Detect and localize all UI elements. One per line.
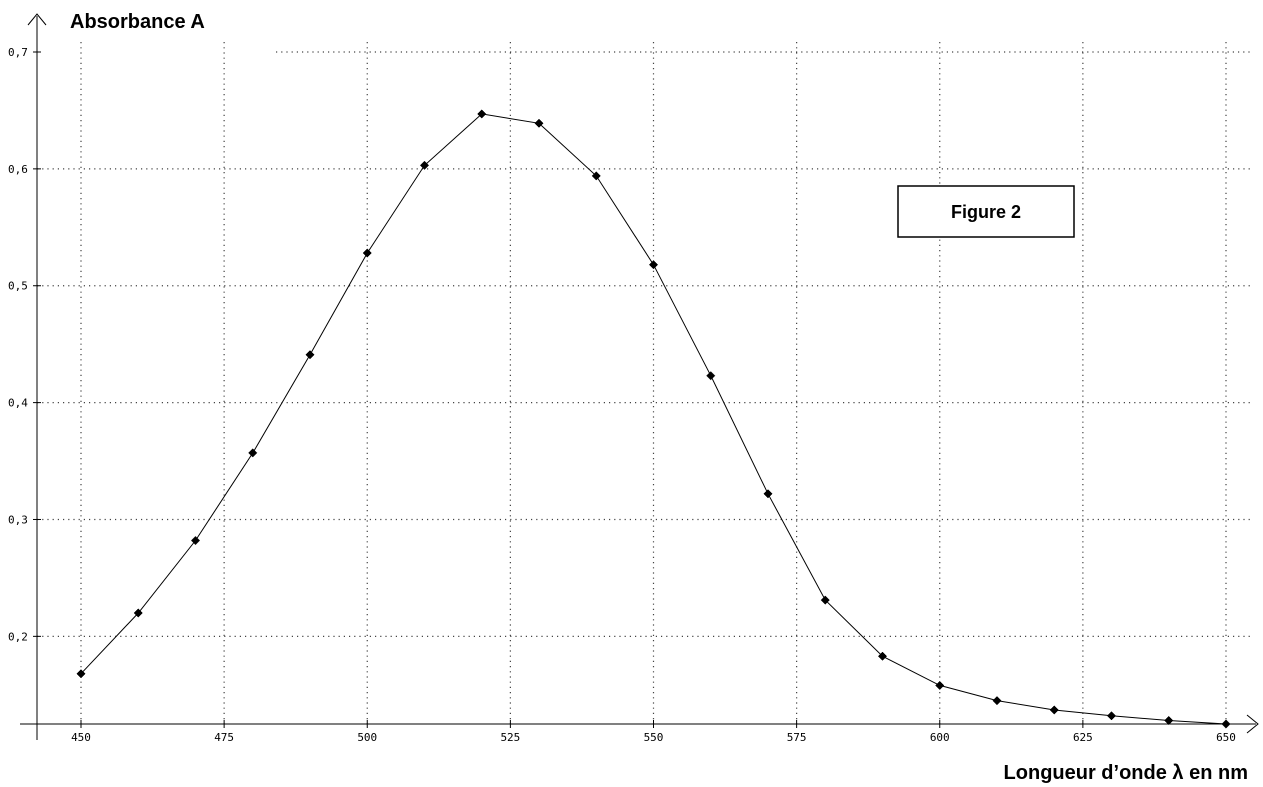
data-point (591, 171, 601, 181)
x-tick-label: 550 (644, 731, 664, 744)
data-point (820, 595, 830, 605)
x-tick-label: 500 (357, 731, 377, 744)
x-tick-label: 475 (214, 731, 234, 744)
x-tick-label: 650 (1216, 731, 1236, 744)
data-point (305, 350, 315, 360)
y-tick-label: 0,4 (8, 397, 28, 410)
x-tick-label: 600 (930, 731, 950, 744)
x-tick-label: 625 (1073, 731, 1093, 744)
x-axis-arrow (1246, 714, 1259, 734)
figure-label: Figure 2 (951, 202, 1021, 222)
data-point (477, 109, 487, 119)
y-axis-arrow (27, 13, 47, 26)
figure-label-box: Figure 2 (897, 185, 1075, 238)
x-tick-label: 450 (71, 731, 91, 744)
y-tick-label: 0,3 (8, 513, 28, 526)
y-tick-label: 0,7 (8, 46, 28, 59)
data-point (992, 696, 1002, 706)
data-point (1164, 715, 1174, 726)
y-tick-label: 0,5 (8, 280, 28, 293)
data-point (76, 669, 86, 679)
data-point (133, 608, 143, 618)
data-point (935, 680, 945, 690)
data-point (1106, 711, 1117, 721)
data-point (706, 371, 716, 381)
grid-lines (37, 42, 1250, 724)
data-point (1049, 705, 1059, 715)
y-tick-label: 0,6 (8, 163, 28, 176)
data-point (534, 118, 544, 128)
x-axis-title: Longueur d’onde λ en nm (1004, 762, 1248, 784)
data-point (763, 489, 773, 499)
x-tick-label: 525 (500, 731, 520, 744)
data-point (248, 448, 258, 458)
data-series (76, 109, 1231, 729)
tick-labels: 450 475 500 525 550 575 600 625 650 0,2 0,3 0,4 0,5 0… (8, 46, 1236, 744)
y-axis-title: Absorbance A (70, 11, 205, 33)
data-point (190, 535, 201, 546)
axes (20, 13, 1259, 740)
data-point (1221, 719, 1231, 729)
data-point (877, 651, 888, 661)
x-tick-label: 575 (787, 731, 807, 744)
data-point (362, 248, 372, 258)
data-point (419, 160, 430, 170)
y-tick-label: 0,2 (8, 630, 28, 643)
figure-label-frame (897, 185, 1075, 238)
data-point (648, 260, 659, 270)
